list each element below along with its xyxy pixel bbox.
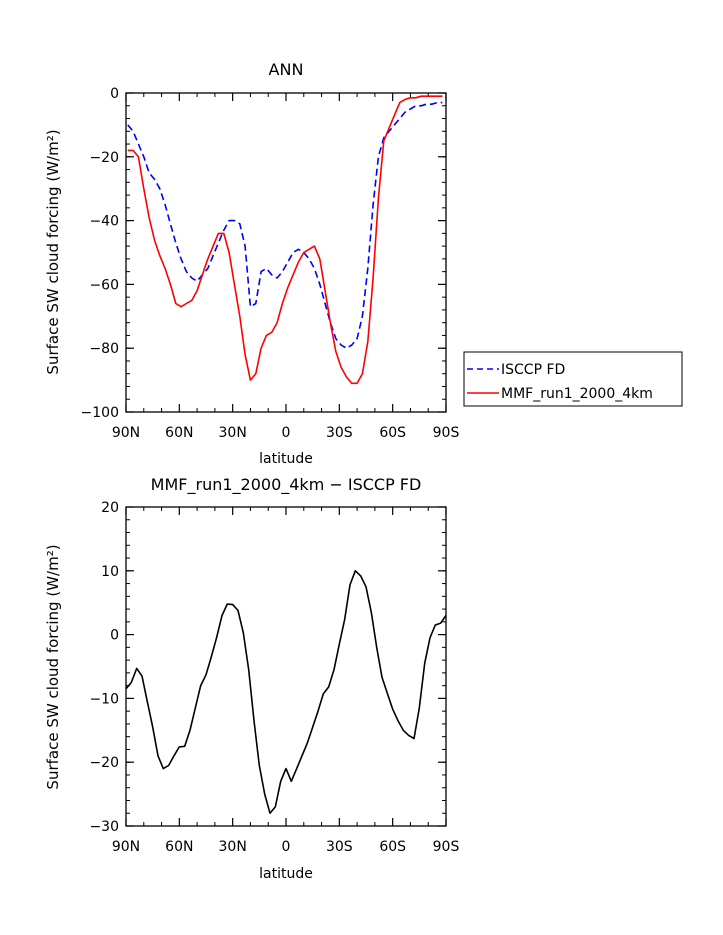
x-tick-marks xyxy=(125,93,447,412)
x-tick-label: 90N xyxy=(112,839,140,855)
x-tick-label: 30S xyxy=(326,425,353,441)
x-tick-label: 0 xyxy=(282,425,291,441)
x-tick-marks xyxy=(125,507,447,826)
series-lines xyxy=(125,569,447,815)
series-line-mmf-run1-2000-4km xyxy=(127,95,443,385)
x-tick-label: 30N xyxy=(219,839,247,855)
series-lines xyxy=(127,95,443,385)
series-line-diff-0 xyxy=(125,569,447,815)
y-tick-marks xyxy=(126,92,446,413)
x-tick-label: 30N xyxy=(219,425,247,441)
plot-frame xyxy=(125,506,447,827)
y-tick-label: −100 xyxy=(81,405,119,421)
y-tick-labels: 0 −20 −40 −60 −80 −100 xyxy=(81,86,119,421)
x-tick-label: 30S xyxy=(326,839,353,855)
y-tick-labels: 20 10 0 −10 −20 −30 xyxy=(89,500,119,835)
x-axis-label: latitude xyxy=(259,451,313,467)
y-tick-marks xyxy=(126,506,446,827)
x-tick-label: 90S xyxy=(433,839,460,855)
legend: ISCCP FD MMF_run1_2000_4km xyxy=(463,351,683,407)
y-tick-label: −10 xyxy=(89,691,119,707)
x-tick-labels: 90N 60N 30N 0 30S 60S 90S xyxy=(112,425,460,441)
chart-difference: MMF_run1_2000_4km − ISCCP FD Surface SW … xyxy=(44,475,459,882)
legend-label-isccp: ISCCP FD xyxy=(501,362,565,378)
legend-box xyxy=(463,351,683,407)
x-tick-label: 0 xyxy=(282,839,291,855)
x-axis-label: latitude xyxy=(259,866,313,882)
y-tick-label: −60 xyxy=(89,277,119,293)
chart-annual: ANN Surface SW cloud forcing (W/m²) lati… xyxy=(44,60,459,467)
x-tick-label: 60S xyxy=(379,839,406,855)
plot-frame xyxy=(125,92,447,413)
y-tick-label: 0 xyxy=(110,86,119,102)
y-tick-label: −20 xyxy=(89,755,119,771)
y-tick-label: −80 xyxy=(89,341,119,357)
legend-label-mmf: MMF_run1_2000_4km xyxy=(501,386,653,402)
y-tick-label: −20 xyxy=(89,150,119,166)
x-tick-label: 90S xyxy=(433,425,460,441)
x-tick-label: 90N xyxy=(112,425,140,441)
y-axis-label: Surface SW cloud forcing (W/m²) xyxy=(44,129,62,374)
x-tick-labels: 90N 60N 30N 0 30S 60S 90S xyxy=(112,839,460,855)
y-tick-label: 20 xyxy=(101,500,119,516)
x-tick-label: 60N xyxy=(165,425,193,441)
chart-title: MMF_run1_2000_4km − ISCCP FD xyxy=(151,475,422,495)
y-tick-label: 10 xyxy=(101,564,119,580)
y-tick-label: −30 xyxy=(89,819,119,835)
x-tick-label: 60N xyxy=(165,839,193,855)
x-tick-label: 60S xyxy=(379,425,406,441)
y-axis-label: Surface SW cloud forcing (W/m²) xyxy=(44,544,62,789)
chart-title: ANN xyxy=(269,60,304,79)
y-tick-label: −40 xyxy=(89,214,119,230)
series-line-isccp-fd xyxy=(127,101,443,350)
y-tick-label: 0 xyxy=(110,628,119,644)
